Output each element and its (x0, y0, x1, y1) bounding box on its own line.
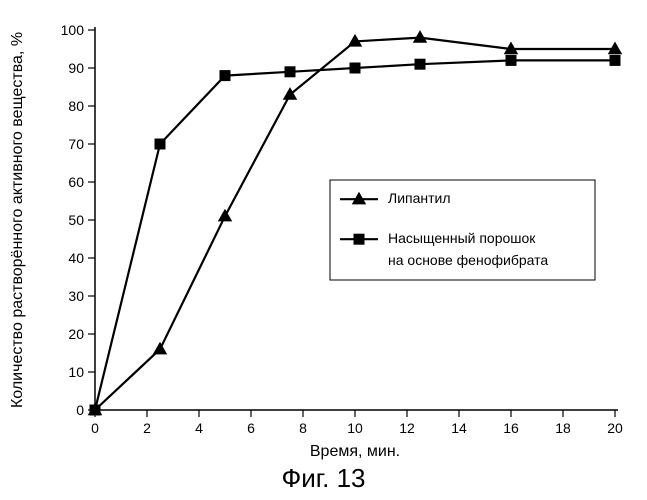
y-tick-label: 80 (68, 98, 84, 114)
square-marker (415, 59, 425, 69)
x-tick-label: 10 (347, 420, 363, 436)
square-marker (220, 71, 230, 81)
square-marker (354, 234, 364, 244)
x-tick-label: 0 (91, 420, 99, 436)
square-marker (350, 63, 360, 73)
x-tick-label: 16 (503, 420, 519, 436)
x-tick-label: 20 (607, 420, 623, 436)
y-tick-label: 40 (68, 250, 84, 266)
y-tick-label: 100 (61, 22, 85, 38)
y-tick-label: 50 (68, 212, 84, 228)
x-tick-label: 6 (247, 420, 255, 436)
x-tick-label: 18 (555, 420, 571, 436)
square-marker (155, 139, 165, 149)
chart-svg: 0 10 20 30 40 50 60 70 80 90 100 0 2 4 6 8 10 12 14 16 18 20 В… (0, 0, 647, 470)
legend: Липантил Насыщенный порошок на основе фено… (330, 180, 595, 280)
y-tick-label: 70 (68, 136, 84, 152)
dissolution-chart: 0 10 20 30 40 50 60 70 80 90 100 0 2 4 6 8 10 12 14 16 18 20 В… (0, 0, 647, 500)
y-tick-label: 20 (68, 326, 84, 342)
y-tick-label: 90 (68, 60, 84, 76)
x-tick-label: 8 (299, 420, 307, 436)
square-marker (90, 405, 100, 415)
legend-label: Насыщенный порошок (388, 230, 536, 246)
figure-caption: Фиг. 13 (0, 463, 647, 494)
x-tick-label: 4 (195, 420, 203, 436)
legend-label: Липантил (388, 190, 451, 206)
square-marker (506, 55, 516, 65)
y-tick-label: 60 (68, 174, 84, 190)
x-tick-label: 14 (451, 420, 467, 436)
y-tick-label: 10 (68, 364, 84, 380)
x-tick-label: 2 (143, 420, 151, 436)
square-marker (610, 55, 620, 65)
x-axis-label: Время, мин. (310, 443, 400, 460)
x-tick-label: 12 (399, 420, 415, 436)
square-marker (285, 67, 295, 77)
y-tick-label: 30 (68, 288, 84, 304)
legend-label: на основе фенофибрата (388, 252, 548, 268)
y-tick-label: 0 (76, 402, 84, 418)
y-axis-label: Количество растворённого активного вещес… (9, 32, 26, 408)
